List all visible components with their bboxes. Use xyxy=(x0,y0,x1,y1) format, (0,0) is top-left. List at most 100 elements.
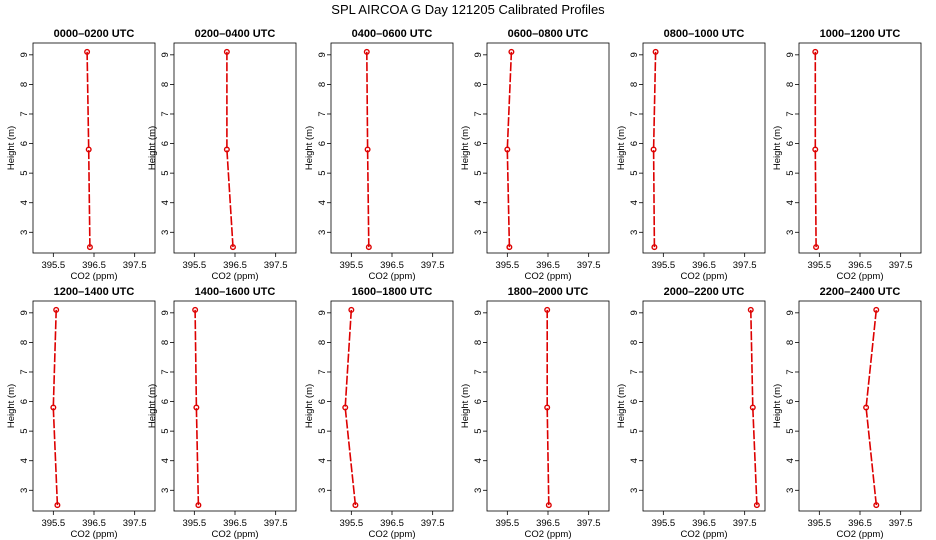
x-axis-label: CO2 (ppm) xyxy=(837,271,884,282)
y-axis-label: Height (m) xyxy=(304,384,315,428)
profile-line xyxy=(366,51,370,248)
data-point xyxy=(363,48,370,55)
y-tick-label: 9 xyxy=(785,310,796,315)
x-tick-label: 397.5 xyxy=(733,518,757,529)
x-tick-label: 396.5 xyxy=(536,260,560,271)
y-tick-label: 6 xyxy=(629,399,640,404)
y-tick-label: 4 xyxy=(160,458,171,463)
x-tick-label: 397.5 xyxy=(577,518,601,529)
data-point xyxy=(506,244,513,251)
x-tick-label: 395.5 xyxy=(807,260,831,271)
profile-line xyxy=(546,309,550,506)
panel-title: 1600–1800 UTC xyxy=(352,286,433,298)
data-point xyxy=(651,244,658,251)
x-tick-label: 397.5 xyxy=(733,260,757,271)
panel-title: 1000–1200 UTC xyxy=(820,28,901,40)
y-tick-label: 9 xyxy=(629,310,640,315)
y-tick-label: 5 xyxy=(19,428,30,433)
y-tick-label: 5 xyxy=(785,170,796,175)
y-axis-label: Height (m) xyxy=(772,126,783,170)
y-tick-label: 8 xyxy=(785,82,796,87)
y-tick-label: 5 xyxy=(629,170,640,175)
x-tick-label: 396.5 xyxy=(380,518,404,529)
y-tick-label: 8 xyxy=(19,340,30,345)
y-tick-label: 7 xyxy=(473,111,484,116)
y-tick-label: 7 xyxy=(160,111,171,116)
panel-title: 0400–0600 UTC xyxy=(352,28,433,40)
data-point xyxy=(223,146,230,153)
plot-frame xyxy=(173,42,297,254)
x-axis-label: CO2 (ppm) xyxy=(369,529,416,540)
y-tick-label: 9 xyxy=(19,310,30,315)
y-axis-label: Height (m) xyxy=(460,384,471,428)
profile-panel: 1400–1600 UTC 395.5 396.5 397.5 CO2 (ppm) 3 4 5… xyxy=(147,286,297,540)
data-point xyxy=(544,404,551,411)
panel-title: 0000–0200 UTC xyxy=(54,28,135,40)
y-axis-label: Height (m) xyxy=(6,384,17,428)
profile-line xyxy=(194,309,200,506)
data-point xyxy=(195,502,202,509)
data-point xyxy=(508,48,515,55)
profile-panel: 0400–0600 UTC 395.5 396.5 397.5 CO2 (ppm) 3 4 5… xyxy=(304,28,454,282)
y-tick-label: 6 xyxy=(317,399,328,404)
x-tick-label: 396.5 xyxy=(82,260,106,271)
plot-frame xyxy=(32,42,156,254)
data-point xyxy=(365,244,372,251)
y-tick-label: 6 xyxy=(629,141,640,146)
panel-title: 1800–2000 UTC xyxy=(508,286,589,298)
y-tick-label: 3 xyxy=(785,488,796,493)
y-axis-label: Height (m) xyxy=(616,126,627,170)
data-point xyxy=(352,502,359,509)
y-tick-label: 7 xyxy=(785,369,796,374)
panel-title: 2200–2400 UTC xyxy=(820,286,901,298)
y-axis-label: Height (m) xyxy=(147,126,158,170)
x-tick-label: 396.5 xyxy=(223,260,247,271)
y-tick-label: 4 xyxy=(785,200,796,205)
profile-panel: 1800–2000 UTC 395.5 396.5 397.5 CO2 (ppm) 3 4 5… xyxy=(460,286,610,540)
data-point xyxy=(753,502,760,509)
y-axis-label: Height (m) xyxy=(147,384,158,428)
data-point xyxy=(863,404,870,411)
profile-panel: 2000–2200 UTC 395.5 396.5 397.5 CO2 (ppm) 3 4 5… xyxy=(616,286,766,540)
y-tick-label: 4 xyxy=(19,458,30,463)
y-tick-label: 6 xyxy=(160,141,171,146)
figure-title: SPL AIRCOA G Day 121205 Calibrated Profi… xyxy=(331,2,605,17)
x-tick-label: 396.5 xyxy=(692,518,716,529)
x-tick-label: 396.5 xyxy=(848,260,872,271)
profile-line xyxy=(506,51,513,248)
profile-panel: 1200–1400 UTC 395.5 396.5 397.5 CO2 (ppm) 3 4 5… xyxy=(6,286,156,540)
x-axis-label: CO2 (ppm) xyxy=(212,529,259,540)
y-tick-label: 7 xyxy=(160,369,171,374)
data-point xyxy=(342,404,349,411)
x-tick-label: 395.5 xyxy=(41,518,65,529)
data-point xyxy=(50,404,57,411)
y-axis-label: Height (m) xyxy=(460,126,471,170)
x-tick-label: 395.5 xyxy=(182,518,206,529)
panel-title: 1200–1400 UTC xyxy=(54,286,135,298)
x-axis-label: CO2 (ppm) xyxy=(212,271,259,282)
data-point xyxy=(223,48,230,55)
profile-line xyxy=(52,309,59,506)
profile-line xyxy=(652,51,657,248)
plot-frame xyxy=(642,42,766,254)
data-point xyxy=(53,306,60,313)
data-point xyxy=(193,404,200,411)
data-point xyxy=(54,502,61,509)
y-tick-label: 8 xyxy=(19,82,30,87)
data-point xyxy=(873,502,880,509)
x-tick-label: 395.5 xyxy=(339,260,363,271)
y-tick-label: 6 xyxy=(473,141,484,146)
y-tick-label: 9 xyxy=(317,52,328,57)
data-point xyxy=(812,48,819,55)
x-tick-label: 395.5 xyxy=(651,260,675,271)
x-tick-label: 397.5 xyxy=(577,260,601,271)
y-tick-label: 4 xyxy=(19,200,30,205)
x-tick-label: 396.5 xyxy=(380,260,404,271)
x-tick-label: 395.5 xyxy=(807,518,831,529)
y-tick-label: 7 xyxy=(317,369,328,374)
y-tick-label: 6 xyxy=(473,399,484,404)
y-tick-label: 8 xyxy=(785,340,796,345)
x-axis-label: CO2 (ppm) xyxy=(681,271,728,282)
profile-panel: 0200–0400 UTC 395.5 396.5 397.5 CO2 (ppm) 3 4 5… xyxy=(147,28,297,282)
